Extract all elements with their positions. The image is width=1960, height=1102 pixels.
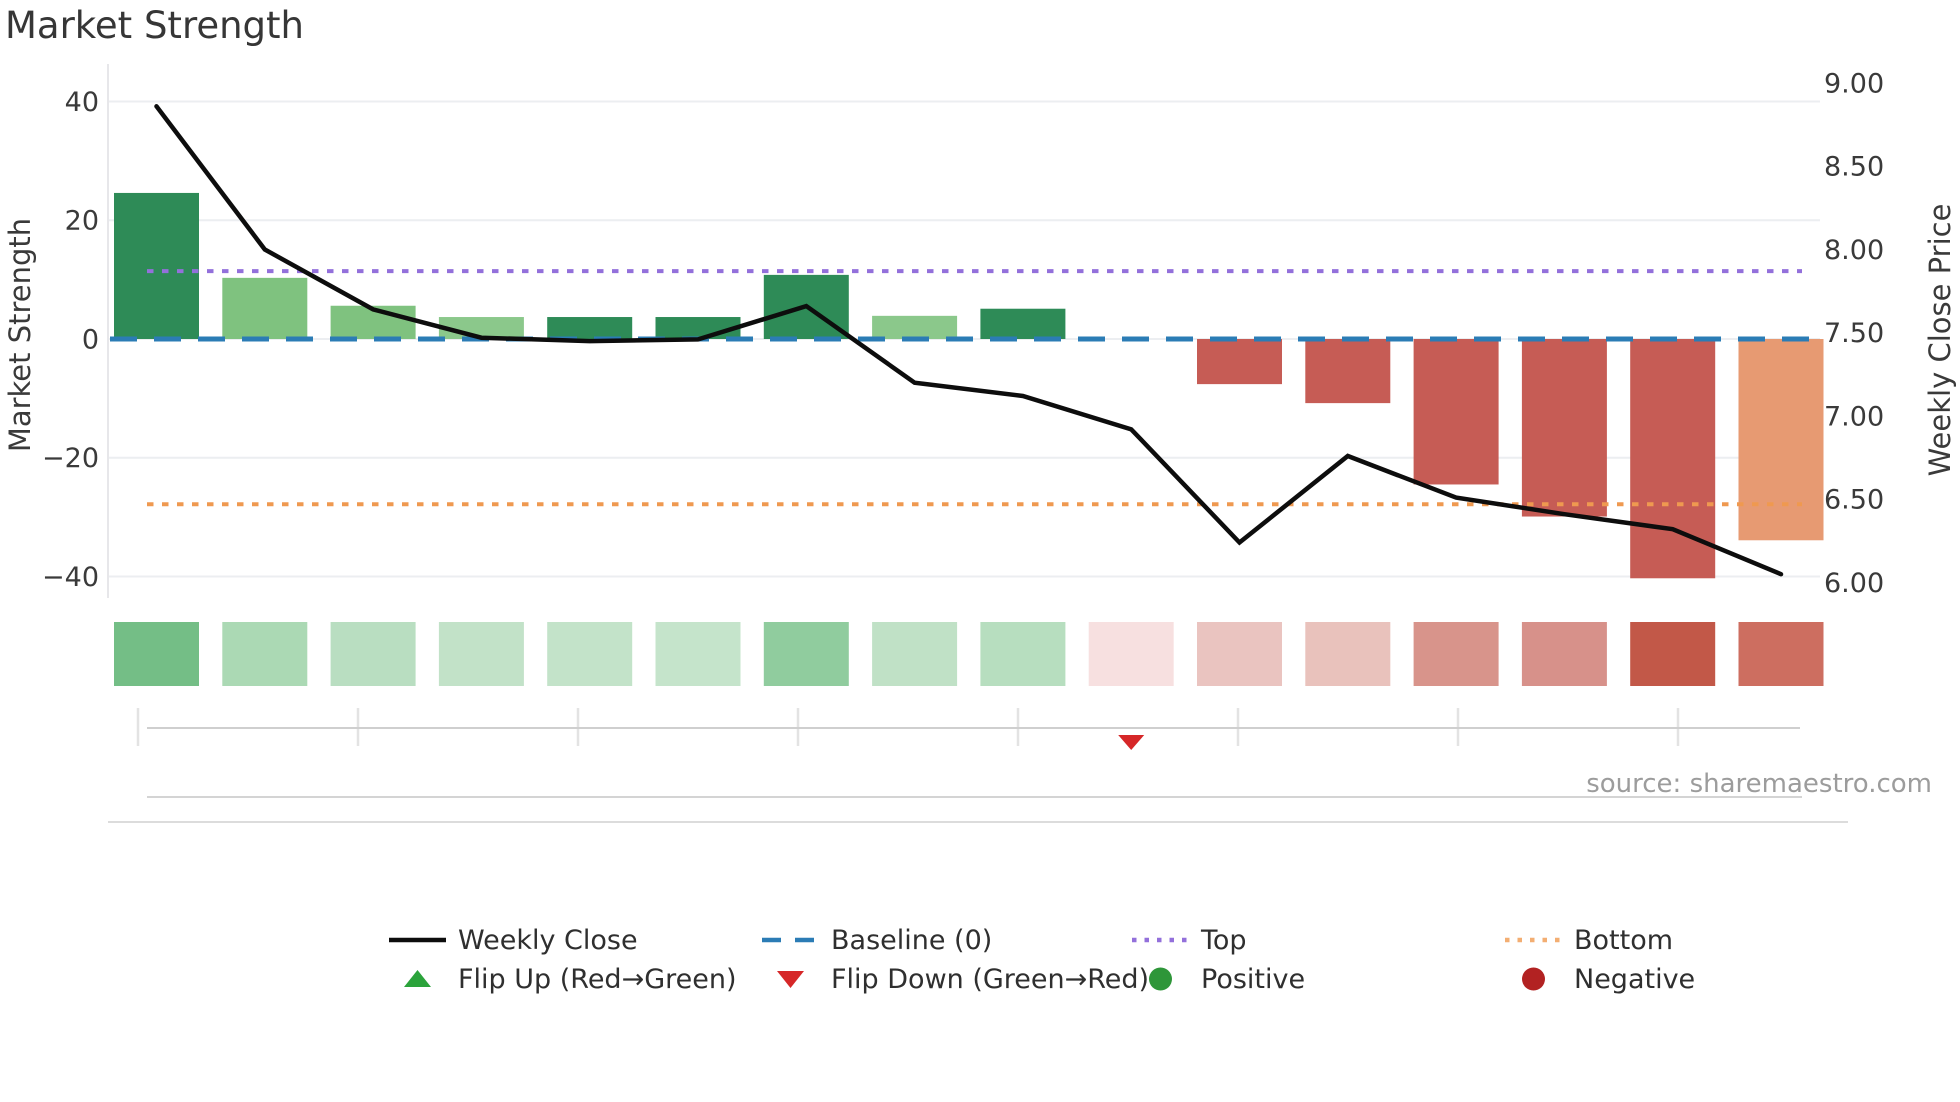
strip-cell	[872, 622, 958, 686]
legend-label: Positive	[1201, 963, 1306, 995]
legend-swatch	[1503, 924, 1564, 956]
right-axis-tick-label: 7.50	[1824, 318, 1884, 349]
legend-item-flip-down-green-red: Flip Down (Green→Red)	[760, 961, 1149, 997]
dots-legend-icon	[1132, 937, 1189, 943]
triangle-down-swatch	[777, 971, 804, 988]
left-axis-ticks: 40 20 0 −20 −40	[42, 87, 99, 593]
right-axis-tick-label: 6.00	[1824, 568, 1884, 599]
strength-bar	[222, 277, 308, 339]
legend-label: Weekly Close	[458, 924, 638, 956]
legend-label: Baseline (0)	[831, 924, 993, 956]
strength-bar	[1521, 339, 1607, 517]
left-axis-tick-label: −20	[42, 443, 99, 474]
strip-cell	[980, 622, 1066, 686]
legend-swatch	[387, 924, 448, 956]
legend-label: Top	[1201, 924, 1247, 956]
strength-bar	[547, 317, 633, 339]
legend-item-positive: Positive	[1130, 961, 1305, 997]
marker-axes	[108, 708, 1848, 823]
strip-cell	[1305, 622, 1391, 686]
circle-swatch	[1149, 967, 1172, 991]
strength-bar	[980, 308, 1066, 339]
legend-swatch	[760, 963, 821, 995]
triangle-down-legend-icon	[777, 971, 804, 988]
dashes-legend-icon	[762, 937, 819, 943]
triangle-up-swatch	[404, 970, 431, 987]
strength-strip	[114, 622, 1824, 686]
strip-cell	[1630, 622, 1716, 686]
strength-bar	[1305, 339, 1391, 404]
strength-bar	[1413, 339, 1499, 485]
legend-item-flip-up-red-green: Flip Up (Red→Green)	[387, 961, 737, 997]
strength-bar	[1738, 339, 1824, 541]
strength-bar	[114, 192, 199, 339]
legend-swatch	[1130, 924, 1191, 956]
strip-cell	[438, 622, 524, 686]
left-axis-tick-label: 20	[65, 206, 99, 237]
source-credit: source: sharemaestro.com	[1586, 769, 1932, 799]
legend-item-baseline-0: Baseline (0)	[760, 922, 992, 958]
legend-label: Negative	[1574, 963, 1696, 995]
page-title: Market Strength	[5, 4, 304, 47]
right-axis-tick-label: 6.50	[1824, 485, 1884, 516]
strip-cell	[1197, 622, 1282, 686]
line-legend-icon	[389, 937, 446, 943]
legend-swatch	[387, 963, 448, 995]
legend-item-top: Top	[1130, 922, 1247, 958]
strength-bar	[1197, 339, 1282, 385]
circle-swatch	[1522, 967, 1545, 991]
triangle-up-legend-icon	[404, 970, 431, 987]
right-axis-tick-label: 8.00	[1824, 235, 1884, 266]
legend-item-bottom: Bottom	[1503, 922, 1673, 958]
strength-bar	[872, 315, 958, 339]
strength-bar	[1630, 339, 1716, 579]
strip-cell	[1413, 622, 1499, 686]
circle-legend-icon	[1149, 967, 1172, 991]
legend-swatch	[1503, 963, 1564, 995]
strip-cell	[1088, 622, 1174, 686]
weekly-close-line	[154, 104, 1784, 577]
legend-swatch	[1130, 963, 1191, 995]
strength-bars	[114, 192, 1824, 579]
strip-cell	[114, 622, 199, 686]
right-axis-tick-label: 7.00	[1824, 401, 1884, 432]
strip-cell	[1738, 622, 1824, 686]
right-axis-tick-label: 9.00	[1824, 68, 1884, 99]
left-axis-tick-label: −40	[42, 562, 99, 593]
strip-cell	[547, 622, 633, 686]
strip-cell	[330, 622, 416, 686]
right-axis-ticks: 9.00 8.50 8.00 7.50 7.00 6.50 6.00	[1824, 68, 1884, 599]
flip-down-marker	[1118, 735, 1145, 750]
right-axis-tick-label: 8.50	[1824, 152, 1884, 183]
dots-legend-icon	[1505, 937, 1562, 943]
left-axis-tick-label: 0	[82, 324, 99, 355]
strip-cell	[222, 622, 308, 686]
strip-cell	[763, 622, 849, 686]
legend-label: Flip Down (Green→Red)	[831, 963, 1150, 995]
legend-item-weekly-close: Weekly Close	[387, 922, 638, 958]
legend-label: Bottom	[1574, 924, 1674, 956]
strip-cell	[655, 622, 741, 686]
strip-cell	[1521, 622, 1607, 686]
legend-label: Flip Up (Red→Green)	[458, 963, 737, 995]
legend-swatch	[760, 924, 821, 956]
left-axis-tick-label: 40	[65, 87, 99, 118]
circle-legend-icon	[1522, 967, 1545, 991]
legend-item-negative: Negative	[1503, 961, 1695, 997]
